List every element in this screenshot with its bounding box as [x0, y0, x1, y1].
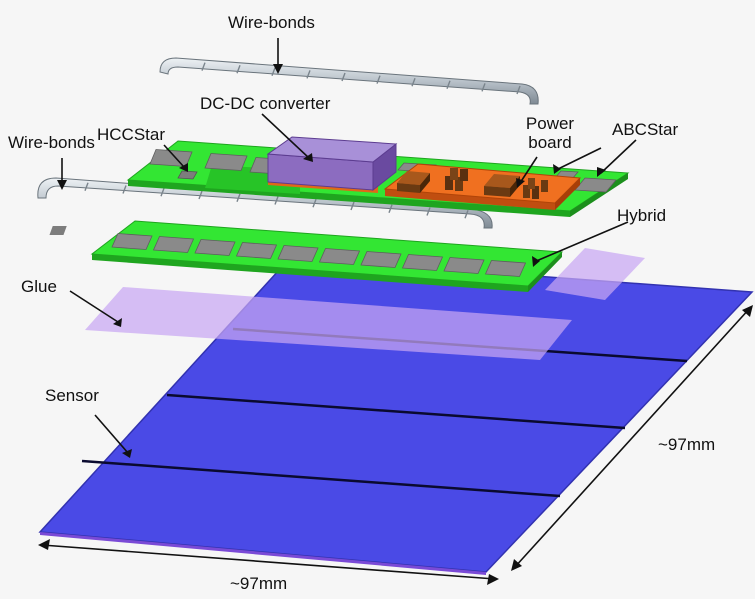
sensor-strip-line [166, 393, 626, 430]
wirebond-segment-divider [306, 70, 311, 79]
arrow-hybrid [533, 221, 629, 263]
arrowhead [179, 163, 188, 172]
abcstar-chip [194, 239, 236, 256]
label-power-board-line2: board [528, 132, 572, 152]
wirebonds-top [159, 57, 539, 105]
label-wirebonds-left: Wire-bonds [8, 133, 95, 152]
wirebond-segment-divider [160, 188, 165, 197]
hybrid-hcc-chip [49, 226, 67, 235]
sensor [38, 257, 754, 575]
abcstar-chip [204, 153, 248, 171]
arrow-hccstar [163, 144, 185, 168]
abcstar-chip [152, 236, 195, 253]
arrowhead [553, 164, 561, 174]
wirebond-segment-divider [236, 64, 241, 74]
wirebond-segment-divider [312, 199, 317, 208]
wirebond-segment-divider [426, 207, 431, 216]
label-wirebonds-top: Wire-bonds [228, 13, 315, 32]
arrowhead [487, 574, 499, 585]
abcstar-chip [484, 260, 527, 277]
hybrid-board [49, 220, 564, 292]
label-abcstar: ABCStar [612, 120, 679, 139]
abcstar-chip [574, 177, 617, 193]
arrow-power-board [519, 156, 538, 184]
dimension-bottom [41, 544, 496, 580]
arrowhead [597, 167, 606, 177]
arrowhead [38, 539, 50, 550]
arrowhead [122, 449, 132, 458]
dcdc-converter [266, 136, 398, 193]
label-dcdc-converter: DC-DC converter [200, 94, 331, 113]
label-sensor: Sensor [45, 386, 99, 405]
arrow-sensor [94, 414, 129, 454]
arrow-dcdc [261, 113, 310, 159]
power-board-components [397, 168, 548, 199]
wirebond-segment-divider [341, 72, 346, 82]
wirebond-segment-divider [464, 210, 469, 219]
wirebond-segment-divider [271, 67, 276, 77]
wirebond-segment-divider [376, 75, 381, 84]
arrowhead [113, 318, 122, 327]
wirebond-segment-divider [516, 85, 521, 95]
wirebond-segment-divider [388, 204, 393, 213]
leader-lines [57, 38, 637, 458]
abcstar-chip [111, 233, 153, 250]
wirebond-segment-divider [481, 83, 486, 92]
label-hccstar: HCCStar [97, 125, 166, 144]
arrow-abcstar-2 [555, 147, 602, 171]
wirebond-segment-divider [350, 201, 355, 211]
arrowhead [273, 64, 283, 74]
abcstar-chip [443, 257, 485, 274]
power-board [383, 163, 582, 210]
wirebond-segment-divider [236, 193, 241, 202]
arrow-abcstar [600, 139, 637, 174]
wirebond-segment-divider [411, 77, 416, 87]
label-power-board: Power board [522, 114, 578, 152]
arrowhead [511, 559, 522, 571]
glue-layer [85, 248, 645, 360]
abcstar-chip [401, 254, 444, 271]
label-dimension-bottom: ~97mm [230, 574, 288, 593]
wirebond-segment-divider [274, 196, 279, 205]
wirebonds-left [37, 177, 493, 229]
dimension-lines [38, 305, 753, 585]
abcstar-chip [149, 149, 193, 167]
abcstar-chip [360, 251, 402, 268]
arrowhead [303, 153, 313, 162]
wirebond-segment-divider [198, 190, 203, 200]
dimension-right [513, 307, 751, 569]
abcstar-chip [277, 245, 319, 262]
arrowhead [742, 305, 753, 317]
wirebond-segment-divider [84, 182, 89, 191]
arrowhead [57, 180, 67, 190]
label-power-board-line1: Power [525, 114, 575, 133]
label-glue: Glue [21, 277, 57, 296]
label-hybrid: Hybrid [617, 206, 667, 225]
arrowhead [516, 178, 525, 188]
sensor-strip-line [81, 459, 561, 498]
arrowhead [532, 256, 540, 267]
hccstar-chip [177, 170, 198, 180]
wirebond-segment-divider [122, 185, 127, 194]
abcstar-chip [318, 248, 361, 265]
wirebond-segment-divider [201, 62, 206, 71]
wirebond-segment-divider [446, 80, 451, 90]
arrow-glue [69, 290, 119, 323]
label-dimension-right: ~97mm [658, 435, 716, 454]
abcstar-chip [235, 242, 278, 259]
